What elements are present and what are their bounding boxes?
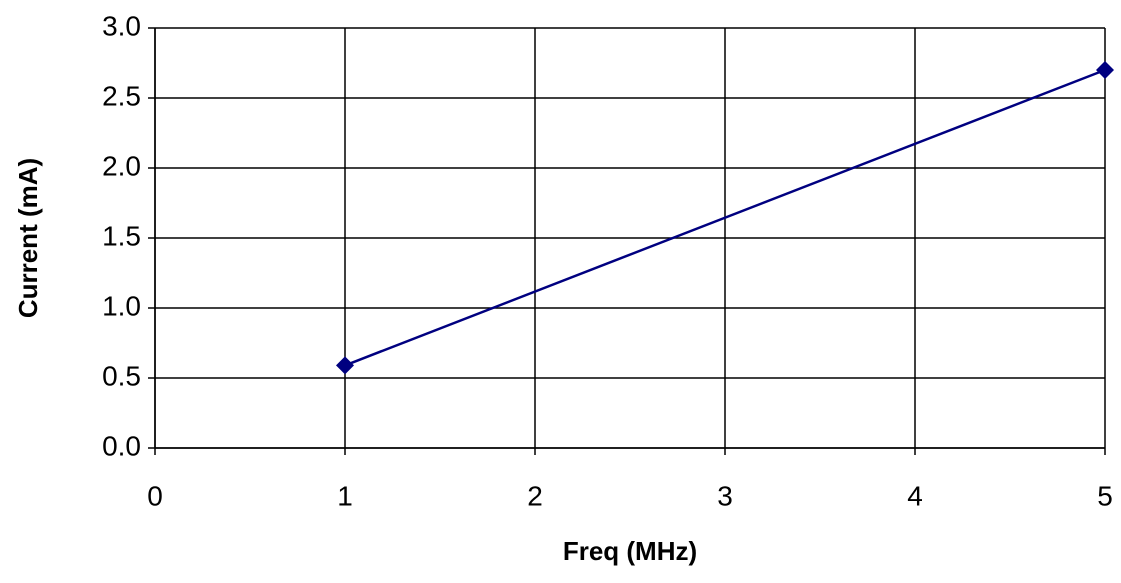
y-tick-label: 0.0 bbox=[102, 430, 141, 461]
x-tick-label: 2 bbox=[527, 480, 543, 511]
y-tick-label: 0.5 bbox=[102, 360, 141, 391]
x-tick-label: 4 bbox=[907, 480, 923, 511]
x-tick-label: 5 bbox=[1097, 480, 1113, 511]
x-tick-label: 1 bbox=[337, 480, 353, 511]
data-marker bbox=[336, 356, 354, 375]
y-tick-label: 2.5 bbox=[102, 80, 141, 111]
data-marker bbox=[1096, 61, 1114, 79]
y-tick-label: 2.0 bbox=[102, 150, 141, 181]
y-tick-label: 1.5 bbox=[102, 220, 141, 251]
x-tick-label: 3 bbox=[717, 480, 733, 511]
y-axis-title: Current (mA) bbox=[13, 158, 43, 318]
x-tick-label: 0 bbox=[147, 480, 163, 511]
data-line bbox=[344, 68, 1106, 367]
y-tick-label: 3.0 bbox=[102, 10, 141, 41]
y-tick-label: 1.0 bbox=[102, 290, 141, 321]
x-axis-title: Freq (MHz) bbox=[563, 536, 697, 566]
